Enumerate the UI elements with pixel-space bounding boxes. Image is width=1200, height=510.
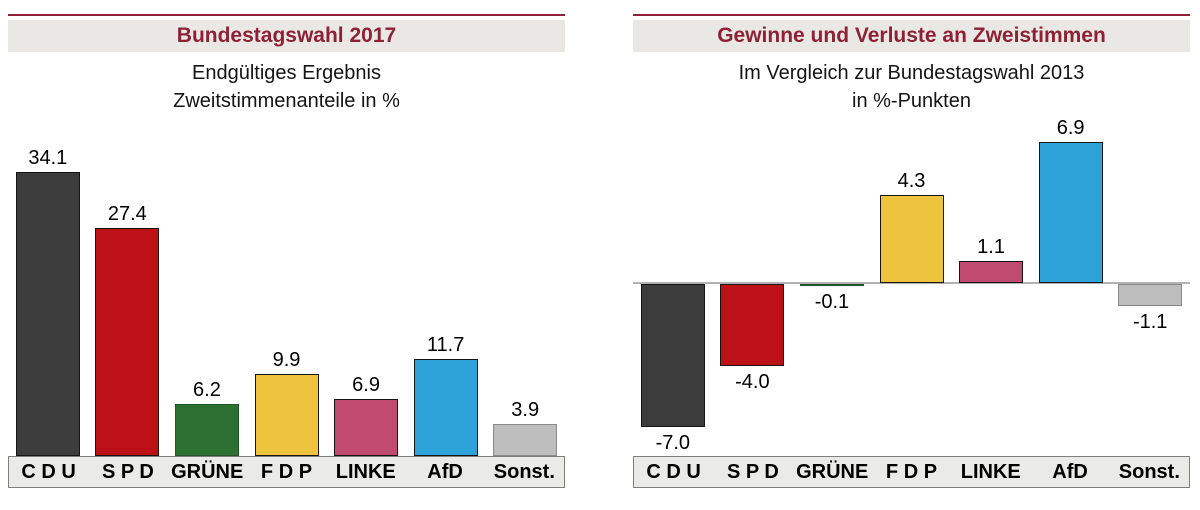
value-label-spd: 27.4 [107, 202, 147, 225]
chart-subtitle-line1: Endgültiges Ergebnis [191, 62, 381, 84]
chart-title-bar: Bundestagswahl 2017 [8, 20, 565, 52]
x-axis-label-sonst: Sonst. [1118, 461, 1180, 483]
value-label-afd: 6.9 [1056, 117, 1085, 140]
value-label-cdu: 34.1 [28, 146, 68, 169]
bar-fdp [254, 373, 319, 456]
value-label-fdp: 9.9 [272, 348, 301, 371]
bar-linke [334, 398, 399, 456]
x-axis-label-cdu: C D U [21, 461, 76, 483]
plot-area: 34.1 27.4 6.2 9.9 6.9 11.7 3.9 [8, 0, 565, 510]
value-label-grune: -0.1 [814, 291, 850, 314]
bar-linke [959, 260, 1024, 283]
zero-axis-line [633, 282, 1190, 284]
value-label-sonst: 3.9 [511, 398, 540, 421]
x-axis-label-afd: AfD [427, 461, 463, 483]
x-axis-label-cdu: C D U [646, 461, 701, 483]
bar-sonst [493, 423, 558, 456]
x-axis-label-strip: C D U S P D GRÜNE F D P LINKE AfD Sonst. [8, 456, 565, 488]
x-axis-label-grune: GRÜNE [796, 461, 869, 483]
chart-subtitle-line1: Im Vergleich zur Bundestagswahl 2013 [738, 62, 1085, 84]
value-label-sonst: -1.1 [1132, 311, 1168, 334]
bar-spd [720, 284, 785, 366]
bar-grune [174, 404, 239, 456]
bar-spd [95, 227, 160, 456]
bar-afd [413, 358, 478, 456]
value-label-cdu: -7.0 [655, 431, 691, 454]
value-label-linke: 1.1 [977, 235, 1005, 258]
gains-losses-chart-panel: Gewinne und Verluste an Zweistimmen Im V… [633, 0, 1190, 510]
chart-subtitle-line2: Zweitstimmenanteile in % [173, 90, 400, 112]
x-axis-label-strip: C D U S P D GRÜNE F D P LINKE AfD Sonst. [633, 456, 1190, 488]
bar-cdu [640, 284, 705, 427]
value-label-fdp: 4.3 [897, 170, 926, 193]
bar-cdu [15, 171, 80, 456]
x-axis-label-afd: AfD [1052, 461, 1088, 483]
x-axis-label-linke: LINKE [335, 461, 396, 483]
value-label-linke: 6.9 [352, 373, 380, 396]
value-label-afd: 11.7 [426, 333, 465, 356]
bar-fdp [879, 195, 944, 283]
x-axis-label-fdp: F D P [260, 461, 313, 483]
panel-top-rule [8, 14, 565, 16]
x-axis-label-fdp: F D P [885, 461, 938, 483]
plot-area: -7.0 -4.0 -0.1 4.3 1.1 6.9 -1.1 [633, 0, 1190, 510]
value-label-spd: -4.0 [735, 370, 770, 393]
chart-title-bar: Gewinne und Verluste an Zweistimmen [633, 20, 1190, 52]
bar-afd [1038, 142, 1103, 283]
results-chart-panel: Bundestagswahl 2017 Endgültiges Ergebnis… [8, 0, 565, 510]
x-axis-label-grune: GRÜNE [171, 461, 244, 483]
x-axis-label-sonst: Sonst. [493, 461, 555, 483]
x-axis-label-linke: LINKE [960, 461, 1021, 483]
panel-top-rule [633, 14, 1190, 16]
value-label-grune: 6.2 [193, 379, 221, 402]
x-axis-label-spd: S P D [101, 461, 154, 483]
bar-sonst [1118, 284, 1183, 307]
chart-subtitle-line2: in %-Punkten [852, 90, 971, 112]
chart-title: Gewinne und Verluste an Zweistimmen [717, 24, 1106, 47]
bar-grune [799, 284, 864, 287]
x-axis-label-spd: S P D [726, 461, 779, 483]
chart-title: Bundestagswahl 2017 [176, 24, 397, 47]
